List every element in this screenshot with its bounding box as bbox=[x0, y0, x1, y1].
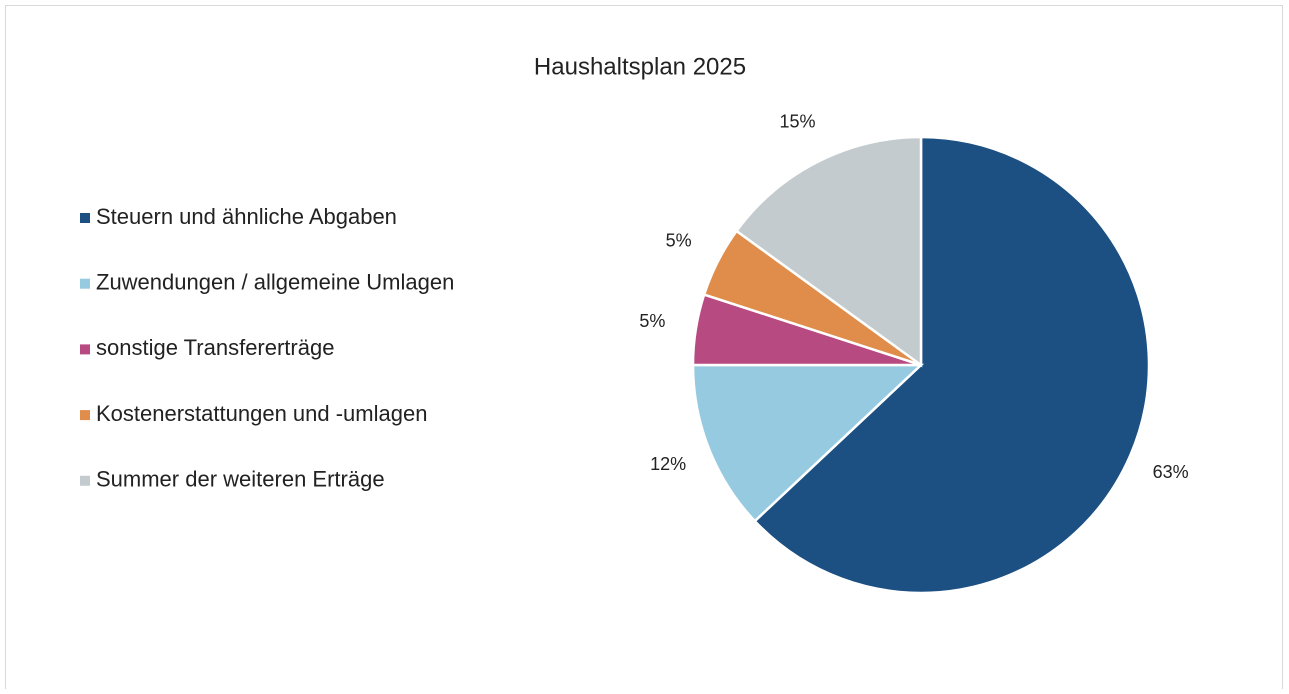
legend-label: Summer der weiteren Erträge bbox=[96, 467, 385, 492]
pie-slice bbox=[753, 135, 1151, 595]
data-label: 5% bbox=[639, 311, 665, 331]
legend-swatch bbox=[80, 278, 90, 289]
legend-label: Kostenerstattungen und -umlagen bbox=[96, 401, 427, 426]
pie-slice bbox=[734, 135, 923, 368]
legend-swatch bbox=[80, 213, 90, 223]
legend-label: Steuern und ähnliche Abgaben bbox=[96, 204, 397, 229]
data-label: 63% bbox=[1153, 462, 1189, 482]
legend-swatch bbox=[80, 344, 90, 355]
legend-label: sonstige Transfererträge bbox=[96, 335, 334, 360]
legend-swatch bbox=[80, 475, 90, 486]
legend-label: Zuwendungen / allgemeine Umlagen bbox=[96, 270, 454, 295]
pie-slice bbox=[691, 363, 925, 523]
legend-swatch bbox=[80, 410, 90, 421]
data-label: 15% bbox=[779, 111, 815, 131]
data-label: 12% bbox=[650, 454, 686, 474]
chart-title: Haushaltsplan 2025 bbox=[534, 53, 746, 80]
data-label: 5% bbox=[666, 230, 692, 250]
